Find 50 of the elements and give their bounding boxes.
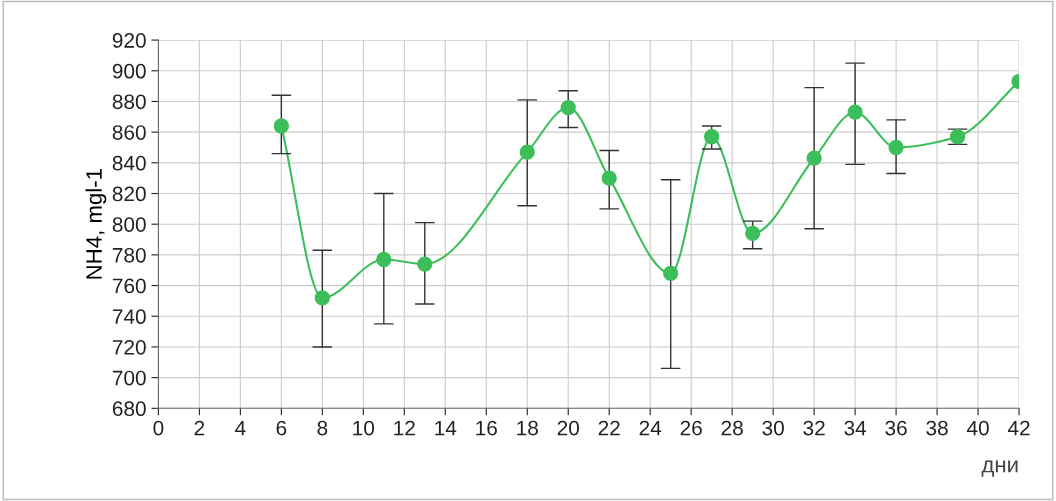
x-tick-label: 36 (885, 420, 907, 436)
y-tick-label: 880 (112, 94, 146, 110)
x-tick-label: 42 (1007, 420, 1030, 436)
point (560, 99, 576, 116)
x-tick-label: 38 (926, 420, 948, 436)
point (847, 104, 863, 120)
x-tick-label: 26 (680, 420, 702, 436)
point (888, 139, 904, 156)
point (314, 290, 330, 306)
y-tick-label: 740 (112, 309, 146, 325)
x-tick-label: 4 (235, 420, 246, 436)
y-tick-label: 840 (112, 155, 146, 171)
x-tick-label: 12 (394, 420, 415, 436)
x-tick-label: 24 (639, 420, 662, 436)
y-tick-label: 680 (112, 401, 146, 417)
x-tick-label: 0 (153, 420, 164, 436)
x-tick-label: 8 (317, 420, 328, 436)
x-tick-label: 32 (803, 420, 825, 436)
point (663, 265, 679, 281)
y-tick-label: 720 (112, 339, 146, 355)
x-tick-label: 6 (276, 420, 287, 436)
y-tick-label: 700 (112, 370, 146, 386)
y-tick-label: 820 (112, 186, 146, 202)
y-tick-label: 920 (112, 33, 146, 48)
x-tick-label: 28 (721, 420, 743, 436)
y-tick-label: 760 (112, 278, 146, 294)
y-axis-title: NH4, mgl-1 (85, 169, 107, 279)
x-tick-label: 30 (762, 420, 784, 436)
point (273, 118, 289, 134)
point (704, 129, 720, 145)
point (417, 256, 433, 272)
x-tick-label: 14 (435, 420, 457, 436)
y-tick-label: 900 (112, 63, 146, 79)
y-tick-label: 780 (112, 247, 146, 263)
y-tick-label: 860 (112, 125, 146, 140)
point (745, 225, 761, 242)
x-tick-label: 34 (844, 420, 867, 436)
x-tick-label: 16 (476, 420, 497, 436)
x-axis-title: дни (981, 460, 1018, 477)
y-tick-label: 800 (112, 217, 146, 232)
point (806, 150, 822, 166)
x-tick-label: 22 (598, 420, 620, 436)
x-tick-label: 18 (517, 420, 538, 436)
x-tick-label: 10 (353, 420, 375, 436)
point (519, 144, 535, 160)
point (376, 251, 392, 268)
x-tick-label: 2 (194, 420, 205, 436)
point (601, 170, 617, 186)
x-tick-label: 40 (966, 420, 989, 436)
x-tick-label: 20 (557, 420, 579, 436)
